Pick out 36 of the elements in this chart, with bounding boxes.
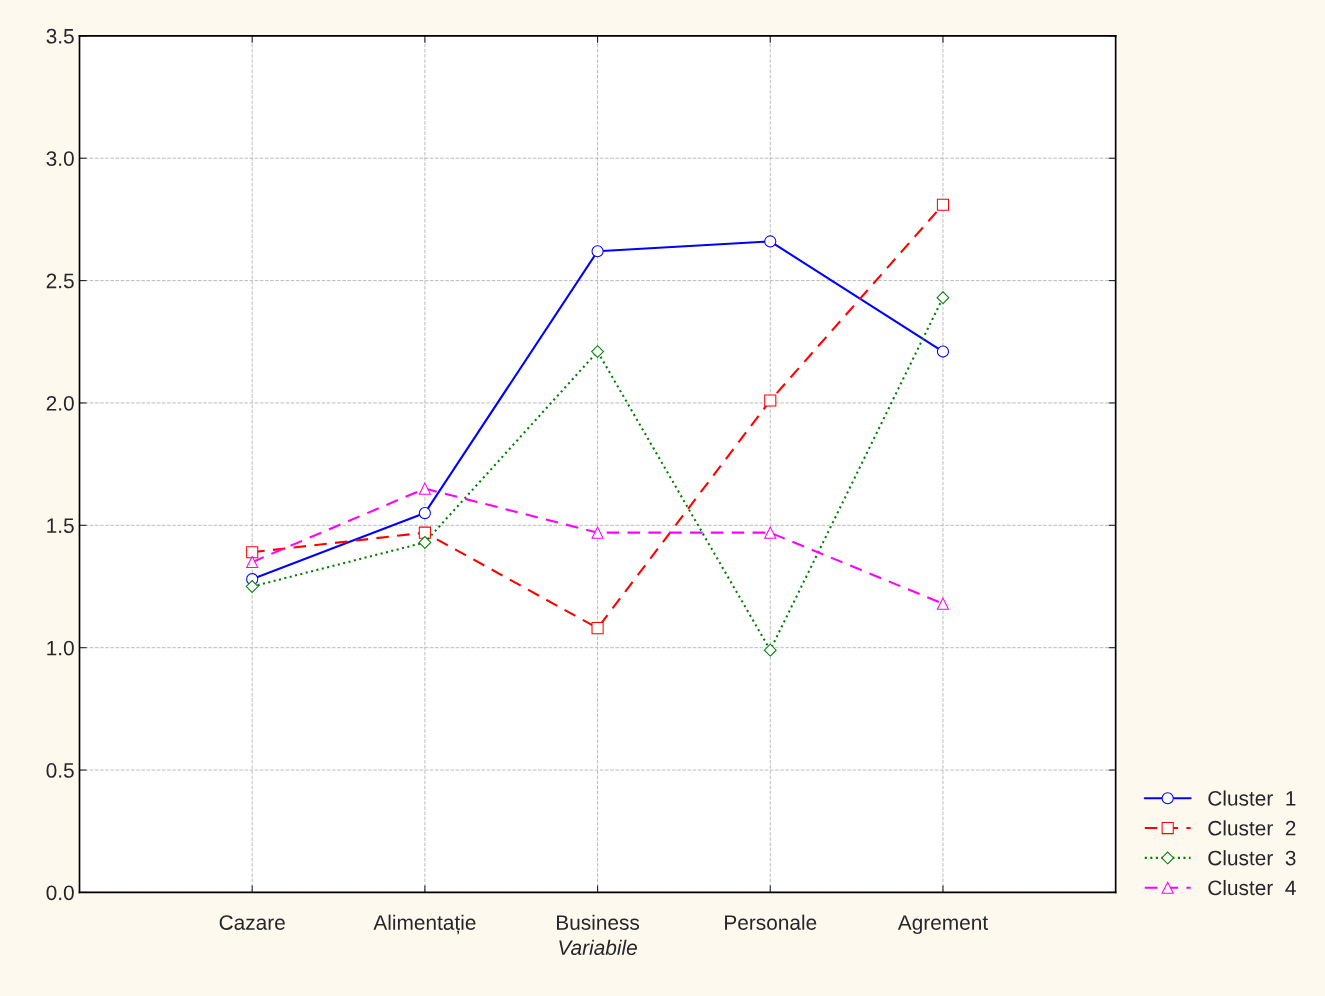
y-tick-label: 2.5 — [46, 273, 74, 289]
point — [246, 546, 259, 559]
legend-label: Cluster 4 — [1208, 879, 1296, 896]
point — [764, 394, 777, 407]
point — [418, 536, 432, 549]
x-tick-label: Cazare — [219, 915, 285, 930]
point — [591, 245, 604, 258]
legend-label: Cluster 2 — [1208, 820, 1296, 836]
point — [591, 622, 604, 635]
point — [936, 291, 950, 305]
point — [936, 198, 950, 211]
y-tick-label: 3.0 — [46, 151, 74, 166]
point — [245, 580, 259, 593]
legend-label: Cluster 3 — [1208, 850, 1296, 866]
y-tick-label: 3.5 — [46, 28, 74, 44]
point — [418, 482, 431, 495]
y-tick-label: 0.5 — [46, 763, 74, 778]
point — [591, 345, 604, 358]
y-tick-label: 1.0 — [47, 640, 74, 656]
point — [764, 526, 777, 539]
point — [591, 526, 604, 539]
point — [936, 597, 950, 610]
legend-label: Cluster 1 — [1208, 790, 1296, 806]
point — [418, 507, 431, 520]
x-tick-label: Alimentație — [373, 914, 476, 935]
point — [246, 555, 259, 569]
x-tick-label: Personale — [725, 914, 817, 930]
point — [936, 345, 950, 358]
point — [763, 643, 777, 657]
point — [764, 235, 777, 248]
y-tick-label: 2.0 — [46, 395, 74, 411]
y-tick-label: 1.5 — [47, 518, 74, 534]
x-axis-title: Variabile — [559, 939, 637, 956]
x-tick-label: Business — [557, 914, 640, 930]
y-tick-label: 0.0 — [46, 885, 74, 901]
x-tick-label: Agrement — [897, 915, 988, 935]
